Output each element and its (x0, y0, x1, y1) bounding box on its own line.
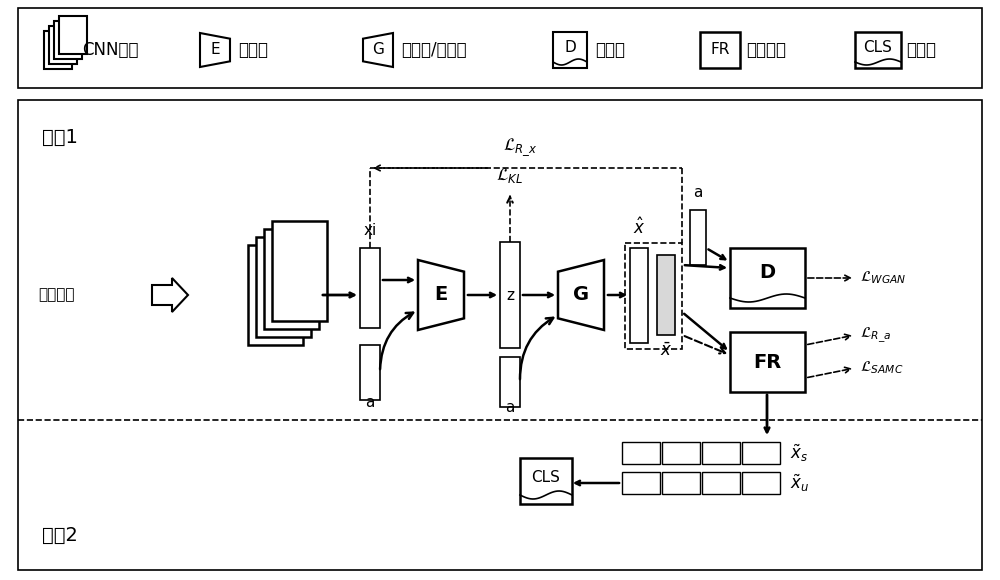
Text: $\mathcal{L}_{KL}$: $\mathcal{L}_{KL}$ (496, 166, 524, 185)
Polygon shape (264, 229, 318, 329)
Bar (700, 32, 740, 68)
Text: $\mathcal{L}_{R\_x}$: $\mathcal{L}_{R\_x}$ (503, 136, 537, 158)
Text: $\tilde{x}_s$: $\tilde{x}_s$ (790, 443, 808, 463)
Bar (622, 472, 660, 494)
Text: 特征细化: 特征细化 (746, 41, 786, 59)
Text: CLS: CLS (864, 39, 892, 55)
Polygon shape (248, 245, 302, 345)
Polygon shape (54, 21, 82, 59)
Text: a: a (693, 185, 703, 200)
Text: E: E (210, 42, 220, 57)
Bar (742, 472, 780, 494)
Polygon shape (44, 31, 72, 69)
Text: 分类器: 分类器 (906, 41, 936, 59)
Text: $\hat{x}$: $\hat{x}$ (633, 218, 645, 238)
Bar (500, 242, 520, 348)
FancyArrowPatch shape (380, 313, 413, 369)
Text: 输入图像: 输入图像 (38, 288, 74, 303)
Text: FR: FR (753, 353, 782, 372)
Bar (500, 357, 520, 407)
Text: 鉴别器: 鉴别器 (595, 41, 625, 59)
Text: $\mathcal{L}_{SAMC}$: $\mathcal{L}_{SAMC}$ (860, 360, 903, 376)
Bar (630, 248, 648, 343)
Text: D: D (564, 39, 576, 55)
Text: G: G (573, 285, 589, 305)
Polygon shape (418, 260, 464, 330)
Bar (625, 243, 682, 349)
Polygon shape (200, 33, 230, 67)
Polygon shape (256, 237, 310, 337)
Text: z: z (506, 288, 514, 303)
Text: 生成器/解码器: 生成器/解码器 (401, 41, 467, 59)
Text: $\mathcal{L}_{WGAN}$: $\mathcal{L}_{WGAN}$ (860, 270, 907, 287)
Bar (742, 442, 780, 464)
Text: a: a (365, 395, 375, 410)
Bar (360, 345, 380, 400)
Bar (702, 472, 740, 494)
Text: $\tilde{x}_u$: $\tilde{x}_u$ (790, 472, 809, 494)
Bar (702, 442, 740, 464)
Text: 阶段1: 阶段1 (42, 128, 78, 147)
Text: 编码器: 编码器 (238, 41, 268, 59)
Text: a: a (505, 400, 515, 415)
Text: E: E (434, 285, 448, 305)
Bar (730, 248, 805, 308)
FancyArrowPatch shape (520, 318, 553, 379)
Bar (18, 8, 982, 88)
Polygon shape (272, 221, 326, 321)
Bar (657, 255, 675, 335)
Polygon shape (49, 26, 77, 64)
Text: xi: xi (363, 223, 377, 238)
Polygon shape (558, 260, 604, 330)
Text: $\bar{x}$: $\bar{x}$ (660, 342, 672, 360)
Text: G: G (372, 42, 384, 57)
Bar (520, 458, 572, 504)
Bar (662, 472, 700, 494)
Bar (360, 248, 380, 328)
Bar (730, 332, 805, 392)
Bar (690, 210, 706, 265)
Bar (855, 32, 901, 68)
Text: CNN核心: CNN核心 (82, 41, 138, 59)
Text: 阶段2: 阶段2 (42, 526, 78, 545)
Polygon shape (59, 16, 87, 54)
Bar (662, 442, 700, 464)
Text: $\mathcal{L}_{R\_a}$: $\mathcal{L}_{R\_a}$ (860, 325, 891, 345)
Text: CLS: CLS (532, 469, 560, 484)
Polygon shape (152, 278, 188, 312)
Polygon shape (363, 33, 393, 67)
Bar (622, 442, 660, 464)
Bar (18, 100, 982, 570)
Bar (553, 32, 587, 68)
Text: D: D (759, 263, 776, 282)
Text: FR: FR (710, 42, 730, 57)
